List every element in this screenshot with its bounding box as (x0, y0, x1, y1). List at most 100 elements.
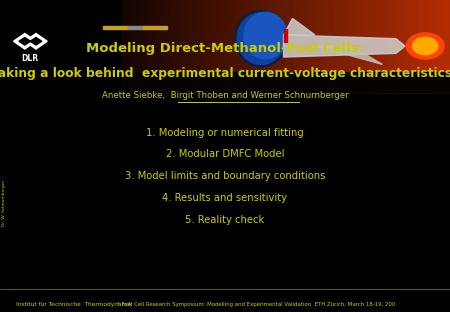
Bar (417, 0, 422, 92)
Polygon shape (25, 33, 47, 49)
Bar (364, 0, 369, 92)
Bar (122, 0, 126, 92)
Text: Modeling Direct-Methanol-Fuel Cells:: Modeling Direct-Methanol-Fuel Cells: (86, 42, 364, 55)
Bar (203, 0, 209, 92)
Text: 2. Modular DMFC Model: 2. Modular DMFC Model (166, 149, 284, 159)
Bar (134, 0, 139, 92)
Bar (396, 0, 402, 92)
Bar (409, 0, 414, 92)
Text: 5. Reality check: 5. Reality check (185, 215, 265, 225)
Ellipse shape (244, 12, 287, 59)
Bar (249, 0, 254, 92)
Bar (162, 0, 167, 92)
Bar (388, 0, 393, 92)
Bar (212, 0, 217, 92)
Bar (400, 0, 406, 92)
Text: 1. Modeling or numerical fitting: 1. Modeling or numerical fitting (146, 128, 304, 138)
Text: 4. Results and sensitivity: 4. Results and sensitivity (162, 193, 288, 203)
Bar (228, 0, 233, 92)
Bar (356, 0, 360, 92)
Bar (438, 0, 443, 92)
Bar (339, 0, 344, 92)
Bar (310, 0, 315, 92)
Bar (298, 0, 303, 92)
Bar (179, 0, 184, 92)
Bar (158, 0, 163, 92)
Text: 3. Model limits and boundary conditions: 3. Model limits and boundary conditions (125, 171, 325, 181)
Bar (208, 0, 213, 92)
Bar (274, 0, 279, 92)
Bar (253, 0, 258, 92)
Bar (284, 29, 287, 42)
Circle shape (413, 37, 438, 55)
Polygon shape (284, 35, 405, 57)
Bar (166, 0, 172, 92)
Bar (446, 0, 450, 92)
Bar (434, 0, 439, 92)
Bar (323, 0, 328, 92)
Bar (368, 0, 373, 92)
Bar (335, 0, 340, 92)
Bar (278, 0, 283, 92)
Polygon shape (315, 46, 382, 65)
Text: * Fuel Cell Research Symposium: Modelling and Experimental Validation  ETH Züric: * Fuel Cell Research Symposium: Modellin… (117, 302, 396, 307)
Bar (372, 0, 377, 92)
Bar (171, 0, 176, 92)
Bar (413, 0, 418, 92)
Bar (294, 0, 299, 92)
Bar (392, 0, 397, 92)
Bar (187, 0, 192, 92)
Bar (343, 0, 348, 92)
Bar (150, 0, 155, 92)
Bar (319, 0, 324, 92)
Text: Anette Siebke,  Birgit Thoben and Werner Schnurnberger: Anette Siebke, Birgit Thoben and Werner … (102, 91, 348, 100)
Bar (269, 0, 274, 92)
Bar (380, 0, 385, 92)
Circle shape (406, 33, 444, 59)
Bar (128, 26, 142, 30)
Text: Dr. W. Schnurnberger: Dr. W. Schnurnberger (2, 180, 5, 226)
Bar (306, 0, 311, 92)
Bar (138, 0, 143, 92)
Bar (104, 26, 128, 29)
Bar (351, 0, 356, 92)
Bar (142, 26, 166, 29)
Bar (347, 0, 352, 92)
Bar (261, 0, 266, 92)
Text: taking a look behind  experimental current-voltage characteristics*: taking a look behind experimental curren… (0, 67, 450, 80)
Bar (232, 0, 238, 92)
Bar (122, 72, 450, 92)
Bar (376, 0, 381, 92)
Bar (405, 0, 410, 92)
Ellipse shape (235, 11, 287, 67)
Bar (302, 0, 307, 92)
Text: DLR: DLR (22, 54, 39, 63)
Bar (191, 0, 196, 92)
Polygon shape (284, 18, 315, 35)
Bar (122, 0, 450, 92)
Bar (220, 0, 225, 92)
Bar (237, 0, 242, 92)
Bar (331, 0, 336, 92)
Bar (286, 0, 291, 92)
Polygon shape (14, 33, 36, 49)
Bar (315, 0, 319, 92)
Polygon shape (30, 37, 42, 45)
Bar (224, 0, 229, 92)
Bar (245, 0, 250, 92)
Bar (241, 0, 246, 92)
Bar (360, 0, 364, 92)
Bar (282, 0, 287, 92)
Text: Institut für Technische  Thermodynamik: Institut für Technische Thermodynamik (16, 302, 132, 307)
Bar (130, 0, 135, 92)
Bar (327, 0, 332, 92)
Bar (290, 0, 295, 92)
Bar (126, 0, 130, 92)
Bar (421, 0, 426, 92)
Bar (175, 0, 180, 92)
Bar (199, 0, 204, 92)
Bar (183, 0, 188, 92)
Bar (154, 0, 159, 92)
Bar (257, 0, 262, 92)
Bar (146, 0, 151, 92)
